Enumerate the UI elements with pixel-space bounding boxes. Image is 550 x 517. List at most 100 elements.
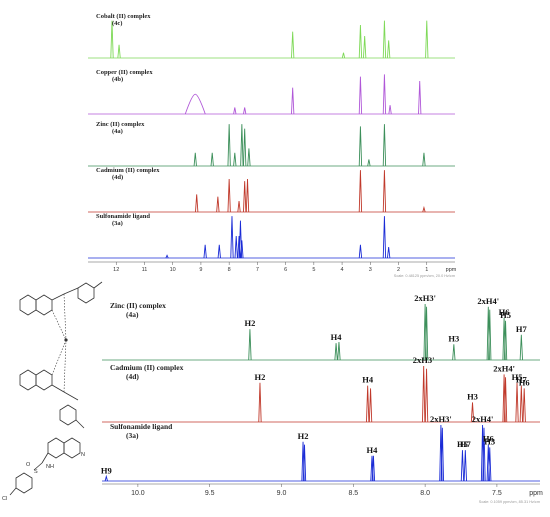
spectrum-peak [291, 87, 295, 115]
series-label: Zinc (II) complex [110, 301, 166, 310]
spectrum-peak [515, 382, 519, 423]
peak-label: H2 [255, 372, 266, 382]
peak-label: H7 [460, 439, 472, 449]
spectrum-peak [104, 474, 108, 482]
peak-label: H2 [244, 318, 255, 328]
peak-label: H4 [331, 332, 343, 342]
spectrum-peak [341, 52, 346, 59]
series-code: (4b) [112, 76, 123, 83]
peak-label: H2 [298, 431, 309, 441]
spectrum-peak [227, 178, 231, 213]
spectrum-peak [463, 450, 467, 482]
spectrum-peak [424, 368, 429, 423]
spectrum-peak [243, 181, 247, 213]
spectrum-peak [240, 240, 244, 259]
x-tick-label: 9.5 [205, 490, 215, 497]
x-tick-label: 8.5 [348, 490, 358, 497]
series-code: (4a) [126, 310, 139, 319]
x-tick-label: 2 [397, 267, 400, 273]
spectrum-peak [110, 20, 114, 59]
spectrum-peak [117, 44, 121, 59]
peak-label: H6 [499, 307, 510, 317]
peak-label: H3 [448, 333, 459, 343]
series-code: (4c) [112, 20, 122, 27]
spectrum-peak [291, 31, 295, 59]
ligand-cl-label: Cl [2, 496, 7, 502]
series-copper-ii-complex: Copper (II) complex(4b) [88, 69, 455, 115]
spectrum-peak [243, 128, 247, 167]
spectrum-peak [302, 444, 307, 482]
spectrum-peak [358, 244, 363, 259]
spectrum-peak [240, 124, 244, 167]
series-label: Sulfonamide ligand [110, 422, 173, 431]
spectrum-peak [216, 196, 220, 213]
peak-label: 2xH3' [414, 293, 436, 303]
x-tick-label: 12 [113, 267, 119, 273]
peak-label: H7 [516, 324, 528, 334]
spectrum-peak [440, 427, 444, 482]
spectrum-peak [366, 385, 370, 423]
peak-label: 2xH4' [477, 296, 499, 306]
x-tick-label: ppm [529, 490, 543, 497]
spectrum-peak [422, 365, 426, 423]
spectrum-peak [363, 35, 367, 59]
peak-label: 2xH4' [472, 414, 494, 424]
spectrum-peak [237, 200, 241, 213]
spectrum-peak [382, 124, 387, 167]
x-tick-label: 8 [228, 267, 231, 273]
spectrum-peak [452, 344, 456, 361]
series-label: Cadmium (II) complex [96, 167, 160, 174]
spectrum-peak [519, 334, 523, 361]
peak-label: H5 [457, 439, 468, 449]
x-tick-label: 7.5 [492, 490, 502, 497]
series-cobalt-ii-complex: Cobalt (II) complex(4c) [88, 13, 455, 59]
spectrum-peak [371, 455, 376, 482]
peak-label: H6 [519, 377, 530, 387]
x-tick-label: 7 [256, 267, 259, 273]
peak-label: H3 [467, 391, 478, 401]
x-tick-label: 10 [170, 267, 176, 273]
spectrum-peak [247, 148, 251, 167]
spectrum-peak [358, 170, 363, 213]
series-label: Copper (II) complex [96, 69, 153, 76]
spectrum-peak [195, 194, 199, 213]
x-tick-label: 5 [312, 267, 315, 273]
spectrum-peak [227, 124, 231, 167]
spectrum-peak [358, 76, 363, 115]
ligand-o-label: O [26, 462, 31, 468]
ligand-n-label: N [81, 452, 85, 458]
spectrum-peak [522, 388, 526, 423]
spectrum-peak [382, 170, 387, 213]
x-tick-label: ppm [446, 267, 457, 273]
ligand-nh-label: NH [46, 464, 54, 470]
spectrum-peak [233, 107, 237, 115]
spectrum-peak [210, 152, 214, 167]
series-code: (4a) [112, 128, 123, 135]
spectrum-peak [165, 254, 169, 259]
spectrum-peak [367, 159, 371, 167]
spectrum-peak [387, 40, 391, 59]
spectrum-peak [358, 126, 363, 167]
series-code: (3a) [126, 431, 139, 440]
peak-label: H3 [484, 436, 495, 446]
peak-label: H4 [367, 445, 379, 455]
spectrum-peak [488, 447, 492, 482]
spectrum-peak [503, 320, 508, 361]
series-code: (4d) [112, 174, 123, 181]
spectrum-peak [460, 450, 465, 482]
spectrum-peak [482, 427, 486, 482]
peak-label: H4 [362, 375, 374, 385]
ligand-structure-drawing: NH N Cl S O [2, 437, 85, 502]
spectrum-peak [382, 216, 387, 259]
x-tick-label: 6 [284, 267, 287, 273]
series-sulfonamide-ligand: Sulfonamide ligand(3a) [88, 213, 455, 259]
peak-label: H5 [500, 310, 511, 320]
spectrum-peak [193, 152, 197, 167]
series-code: (4d) [126, 372, 139, 381]
x-tick-label: 9 [199, 267, 202, 273]
top-spectra-panel: Cobalt (II) complex(4c) Copper (II) compl… [88, 13, 457, 278]
